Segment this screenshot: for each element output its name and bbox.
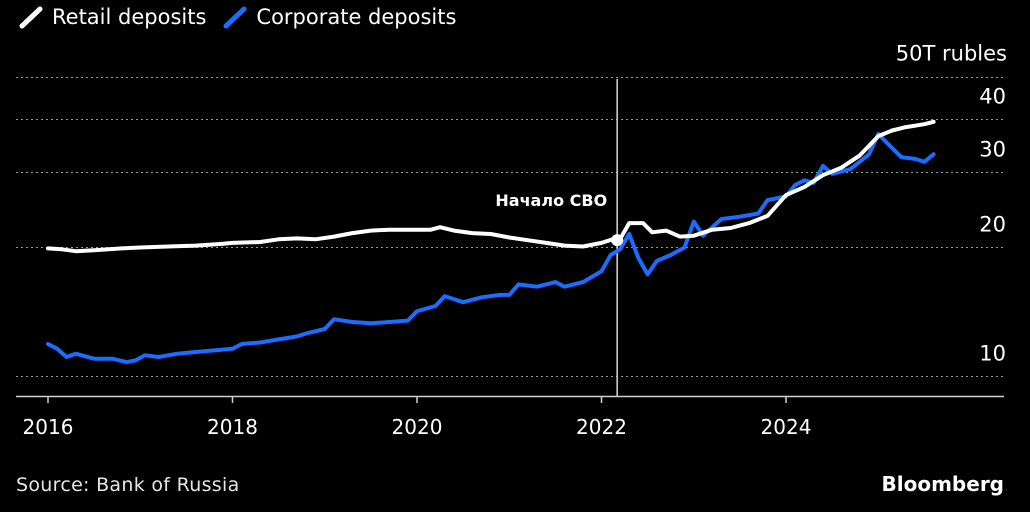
legend-item-retail: Retail deposits [18, 4, 206, 30]
y-tick-label: 40 [979, 85, 1006, 109]
series-line-corporate [46, 132, 936, 365]
annotation-label: Начало СВО [495, 191, 607, 210]
x-tick-label: 2020 [392, 415, 443, 439]
y-tick-label: 20 [979, 213, 1006, 237]
x-tick-label: 2018 [207, 415, 258, 439]
x-tick-label: 2022 [576, 415, 627, 439]
legend-label-corporate: Corporate deposits [256, 5, 457, 29]
x-tick-label: 2024 [761, 415, 812, 439]
bloomberg-logo: Bloomberg [881, 472, 1004, 496]
annotation-marker [611, 234, 624, 247]
y-tick-label: 50T rubles [896, 42, 1007, 66]
corporate-line-swatch-icon [223, 6, 247, 29]
legend-label-retail: Retail deposits [52, 5, 207, 29]
y-tick-label: 10 [979, 342, 1006, 366]
series-line-retail [46, 119, 936, 254]
y-tick-label: 30 [979, 138, 1006, 162]
x-tick-label: 2016 [23, 415, 74, 439]
retail-line-swatch-icon [19, 6, 43, 29]
legend: Retail deposits Corporate deposits [18, 4, 472, 30]
source-note: Source: Bank of Russia [16, 474, 240, 496]
legend-item-corporate: Corporate deposits [222, 4, 456, 30]
